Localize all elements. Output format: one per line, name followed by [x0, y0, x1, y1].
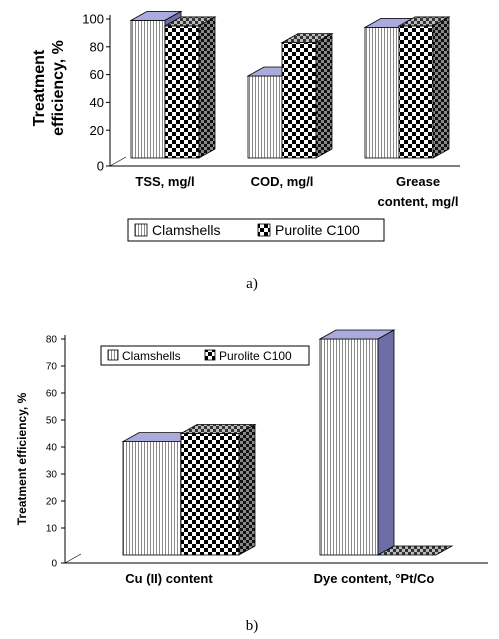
chart-a-tick-labels: 0 20 40 60 80 100 — [82, 12, 104, 174]
bar-front-face — [130, 19, 166, 159]
category-label: Dye content, °Pt/Co — [314, 571, 435, 586]
chart-a-axes — [106, 15, 460, 167]
chart-a: 0 20 40 60 80 100 TSS, mg/l COD, mg/l Grease con… — [31, 10, 460, 292]
bar-side-face — [315, 32, 333, 159]
chart-b-bars — [121, 329, 454, 556]
chart-b-y-axis-label: Treatment efficiency, % — [15, 392, 29, 525]
y-tick-label: 20 — [46, 497, 58, 508]
chart-a-y-axis-label-line1: Treatment — [31, 49, 48, 126]
bar-purolite-1 — [280, 32, 334, 159]
axis-depth-line — [109, 156, 127, 167]
chart-a-category-labels: TSS, mg/l COD, mg/l Grease content, mg/l — [135, 174, 458, 209]
bar-front-face — [281, 42, 317, 159]
y-tick-label: 80 — [46, 335, 58, 346]
bar-front-face — [319, 338, 379, 556]
chart-b-axes — [61, 335, 488, 564]
chart-b-legend-label-purolite: Purolite C100 — [219, 349, 292, 363]
y-tick-label: 80 — [90, 39, 104, 54]
bar-front-face — [180, 433, 240, 556]
bar-front-face — [164, 25, 200, 159]
bar-front-face — [122, 441, 182, 556]
chart-a-legend-swatch-purolite — [257, 223, 271, 237]
chart-b-panel-label: b) — [246, 618, 259, 634]
chart-a-bars — [129, 10, 451, 159]
chart-a-legend-label-purolite: Purolite C100 — [275, 222, 360, 238]
category-label: COD, mg/l — [251, 174, 314, 189]
chart-b-legend-swatch-purolite — [204, 349, 216, 361]
chart-b-legend-label-clamshells: Clamshells — [122, 349, 181, 363]
y-tick-label: 40 — [90, 95, 104, 110]
bar-front-face — [247, 75, 283, 159]
chart-b-category-labels: Cu (II) content Dye content, °Pt/Co — [125, 571, 434, 586]
bar-side-face — [198, 16, 216, 159]
chart-b-legend: Clamshells Purolite C100 — [100, 345, 310, 366]
axis-depth-line — [64, 553, 82, 564]
chart-a-legend-swatch-clamshells — [134, 223, 148, 237]
bar-side-face — [432, 16, 450, 159]
chart-b-tick-labels: 0 10 20 30 40 50 60 70 80 — [46, 335, 58, 570]
bar-side-face — [238, 423, 256, 556]
bar-purolite-0 — [163, 16, 217, 159]
bar-front-face — [364, 26, 400, 159]
y-tick-label: 0 — [51, 559, 57, 570]
y-tick-label: 50 — [46, 416, 58, 427]
chart-b: 0 10 20 30 40 50 60 70 80 Cu (II) content Dye con… — [15, 329, 488, 634]
chart-a-panel-label: a) — [246, 276, 258, 292]
chart-a-legend-box — [127, 218, 385, 242]
bar-clamshells-1 — [318, 329, 396, 556]
category-label: Cu (II) content — [125, 571, 213, 586]
y-tick-label: 60 — [90, 67, 104, 82]
y-tick-label: 30 — [46, 470, 58, 481]
y-tick-label: 70 — [46, 362, 58, 373]
category-label-line2: content, mg/l — [378, 194, 459, 209]
bar-purolite-1 — [376, 545, 454, 556]
bar-purolite-0 — [179, 423, 257, 556]
y-tick-label: 100 — [82, 12, 104, 27]
chart-a-y-axis-label-line2: efficiency, % — [50, 40, 67, 136]
category-label: Grease — [396, 174, 440, 189]
y-tick-label: 0 — [97, 159, 104, 174]
y-tick-label: 40 — [46, 443, 58, 454]
bar-top-face — [376, 545, 454, 556]
chart-a-legend-label-clamshells: Clamshells — [152, 222, 220, 238]
bar-purolite-2 — [397, 16, 451, 159]
bar-side-face — [377, 329, 395, 556]
bar-front-face — [398, 25, 434, 159]
chart-b-legend-swatch-clamshells — [107, 349, 119, 361]
chart-a-legend: Clamshells Purolite C100 — [127, 218, 385, 242]
y-tick-label: 10 — [46, 524, 58, 535]
y-tick-label: 60 — [46, 389, 58, 400]
category-label: TSS, mg/l — [135, 174, 194, 189]
y-tick-label: 20 — [90, 123, 104, 138]
